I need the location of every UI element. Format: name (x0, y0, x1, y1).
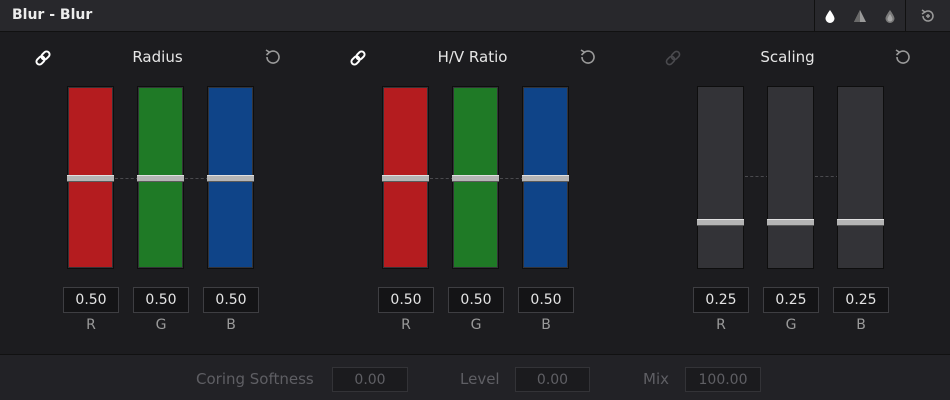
coring-softness-field[interactable]: 0.00 (332, 367, 408, 392)
reset-icon (892, 47, 912, 67)
value-field-r[interactable]: 0.50 (63, 287, 119, 313)
slider-handle[interactable] (522, 175, 569, 182)
hv-ratio-group: H/V Ratio 0.50 0.50 0.50 R G B (315, 33, 630, 354)
sharpen-triangle-icon (852, 8, 868, 24)
reset-all-icon (919, 7, 937, 25)
value-field-r[interactable]: 0.25 (693, 287, 749, 313)
slider-connector (500, 178, 524, 179)
channel-label-g: G (763, 317, 819, 333)
scaling-group: Scaling 0.25 0.25 0.25 R G B (630, 33, 945, 354)
reset-button[interactable] (892, 47, 912, 67)
slider-handle[interactable] (67, 175, 114, 182)
reset-button[interactable] (577, 47, 597, 67)
blur-mode-button[interactable] (815, 0, 845, 31)
value-field-g[interactable]: 0.25 (763, 287, 819, 313)
slider-b[interactable] (837, 86, 884, 269)
slider-fill (699, 88, 742, 267)
slider-b[interactable] (522, 86, 569, 269)
reset-button[interactable] (262, 47, 282, 67)
channel-label-g: G (133, 317, 189, 333)
slider-handle[interactable] (382, 175, 429, 182)
mix-label: Mix (643, 370, 669, 388)
mist-mode-button[interactable] (875, 0, 905, 31)
channel-label-b: B (833, 317, 889, 333)
panel-title: Blur - Blur (12, 7, 92, 23)
slider-handle[interactable] (452, 175, 499, 182)
slider-g[interactable] (767, 86, 814, 269)
slider-handle[interactable] (137, 175, 184, 182)
level-label: Level (460, 370, 500, 388)
slider-fill (839, 88, 882, 267)
footer-controls: Coring Softness 0.00 Level 0.00 Mix 100.… (0, 354, 950, 400)
channel-label-b: B (518, 317, 574, 333)
reset-icon (577, 47, 597, 67)
slider-connector (185, 178, 209, 179)
slider-connector (815, 176, 839, 177)
channel-label-r: R (63, 317, 119, 333)
slider-g[interactable] (137, 86, 184, 269)
reset-icon (262, 47, 282, 67)
slider-fill (769, 88, 812, 267)
slider-r[interactable] (67, 86, 114, 269)
value-field-b[interactable]: 0.50 (518, 287, 574, 313)
radius-group: Radius 0.50 0.50 0.50 R G B (0, 33, 315, 354)
mix-field[interactable]: 100.00 (685, 367, 761, 392)
level-field[interactable]: 0.00 (515, 367, 590, 392)
mist-drop-icon (882, 8, 898, 24)
panel-header: Blur - Blur (0, 0, 950, 32)
slider-handle[interactable] (207, 175, 254, 182)
sharpen-mode-button[interactable] (845, 0, 875, 31)
reset-all-button[interactable] (906, 0, 950, 31)
blur-drop-icon (822, 8, 838, 24)
slider-handle[interactable] (697, 219, 744, 226)
slider-r[interactable] (697, 86, 744, 269)
channel-label-b: B (203, 317, 259, 333)
value-field-b[interactable]: 0.50 (203, 287, 259, 313)
channel-label-r: R (693, 317, 749, 333)
coring-softness-label: Coring Softness (196, 370, 314, 388)
slider-g[interactable] (452, 86, 499, 269)
slider-b[interactable] (207, 86, 254, 269)
slider-connector (115, 178, 139, 179)
header-tools (814, 0, 950, 31)
value-field-g[interactable]: 0.50 (133, 287, 189, 313)
value-field-r[interactable]: 0.50 (378, 287, 434, 313)
slider-connector (745, 176, 769, 177)
value-field-b[interactable]: 0.25 (833, 287, 889, 313)
channel-label-g: G (448, 317, 504, 333)
blur-controls: Radius 0.50 0.50 0.50 R G B (0, 33, 950, 354)
channel-label-r: R (378, 317, 434, 333)
slider-handle[interactable] (767, 219, 814, 226)
slider-handle[interactable] (837, 219, 884, 226)
slider-r[interactable] (382, 86, 429, 269)
value-field-g[interactable]: 0.50 (448, 287, 504, 313)
slider-connector (430, 178, 454, 179)
